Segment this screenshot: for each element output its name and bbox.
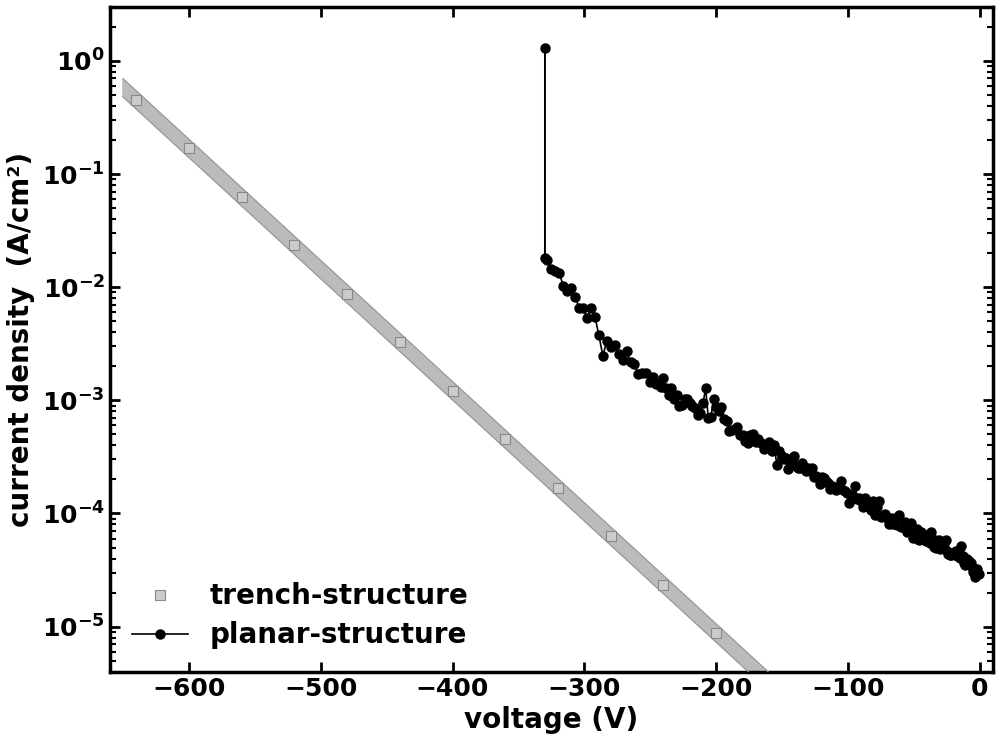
planar-structure xyxy=(969,573,981,582)
planar-structure xyxy=(919,531,931,539)
trench-structure xyxy=(605,532,617,541)
trench-structure xyxy=(341,289,353,298)
trench-structure xyxy=(552,483,564,492)
Line: planar-structure: planar-structure xyxy=(540,44,983,582)
trench-structure xyxy=(447,386,459,395)
trench-structure xyxy=(763,677,775,686)
trench-structure xyxy=(657,580,669,589)
planar-structure xyxy=(577,304,589,313)
trench-structure xyxy=(710,628,722,637)
Line: trench-structure: trench-structure xyxy=(131,95,972,741)
trench-structure xyxy=(394,338,406,347)
Legend: trench-structure, planar-structure: trench-structure, planar-structure xyxy=(124,574,477,658)
planar-structure xyxy=(708,395,720,404)
trench-structure xyxy=(288,241,300,250)
planar-structure xyxy=(936,537,948,546)
trench-structure xyxy=(183,144,195,153)
trench-structure xyxy=(816,725,828,734)
planar-structure xyxy=(539,44,551,53)
Y-axis label: current density  (A/cm²): current density (A/cm²) xyxy=(7,152,35,527)
X-axis label: voltage (V): voltage (V) xyxy=(464,706,639,734)
trench-structure xyxy=(130,96,142,104)
planar-structure xyxy=(945,551,957,560)
trench-structure xyxy=(499,435,511,444)
planar-structure xyxy=(973,569,985,578)
planar-structure xyxy=(824,485,836,494)
trench-structure xyxy=(236,193,248,202)
